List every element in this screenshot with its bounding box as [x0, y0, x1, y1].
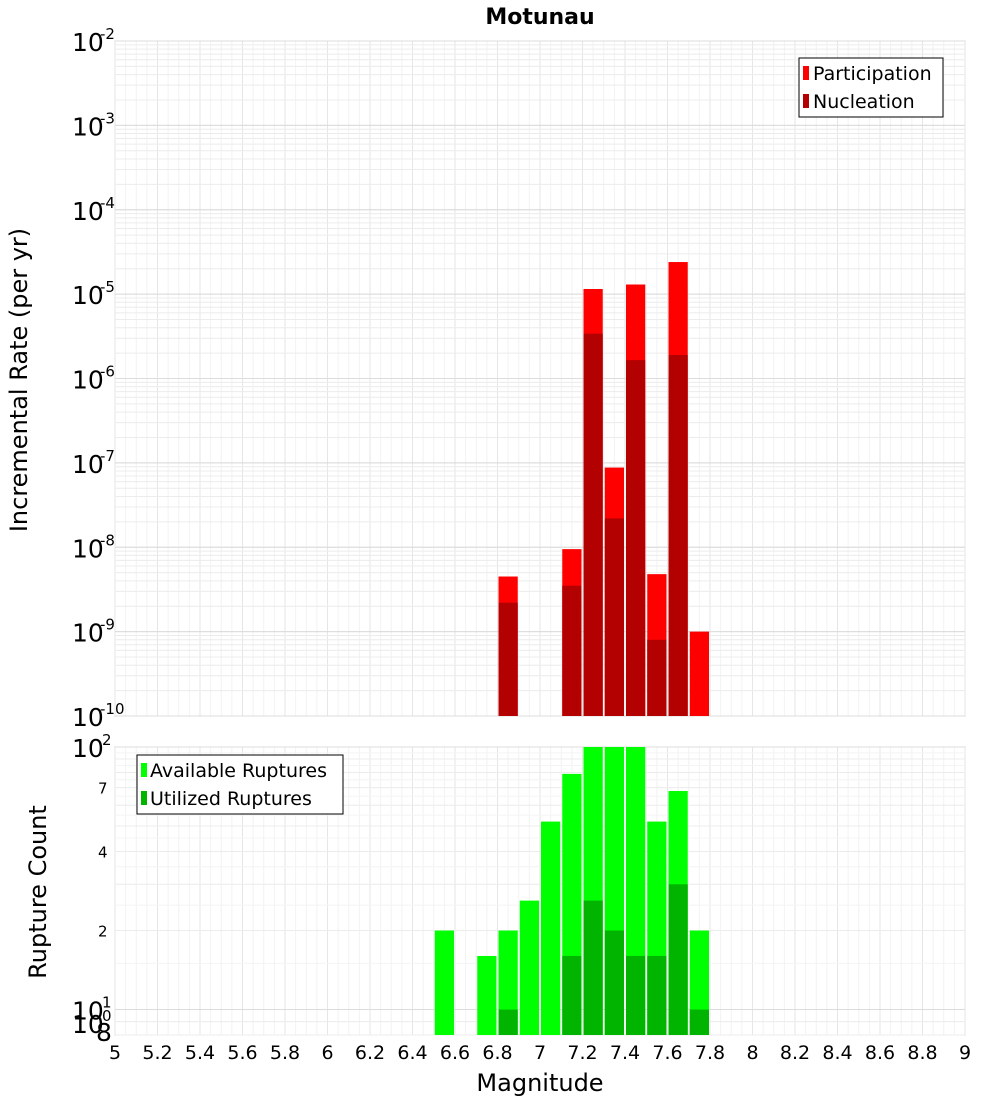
x-tick-label: 6.6 — [440, 1042, 470, 1064]
x-tick-label: 5.6 — [227, 1042, 257, 1064]
bottom-y-tick-label: 10 — [72, 1010, 104, 1039]
bar-utilized-ruptures — [562, 955, 582, 1035]
x-tick-label: 6.2 — [355, 1042, 385, 1064]
bar-nucleation — [668, 354, 688, 716]
top-y-tick-label: 10 — [72, 703, 104, 732]
legend-swatch-participation — [803, 66, 809, 80]
x-ticks: 5 5.2 5.4 5.6 5.8 6 6.2 6.4 6.6 6.8 7 7.2 7.4 7.6 7.8 8… — [109, 1042, 971, 1064]
bar-utilized-ruptures — [626, 955, 646, 1035]
bottom-y-minor-tick-label: 8 — [96, 1018, 112, 1047]
x-tick-label: 8.4 — [822, 1042, 852, 1064]
x-tick-label: 7 — [534, 1042, 546, 1064]
x-tick-label: 7.2 — [567, 1042, 597, 1064]
x-tick-label: 7.4 — [610, 1042, 640, 1064]
x-tick-label: 5 — [109, 1042, 121, 1064]
legend-swatch-nucleation — [803, 94, 809, 108]
legend-label-nucleation: Nucleation — [813, 91, 915, 113]
bottom-y-tick-exponent: 1 — [102, 994, 112, 1012]
top-y-tick-label: 10 — [72, 112, 104, 141]
top-y-tick-exponent: -3 — [100, 109, 115, 127]
top-y-tick-exponent: -10 — [100, 700, 125, 718]
bottom-bars — [434, 747, 709, 1035]
top-y-tick-exponent: -6 — [100, 363, 115, 381]
x-tick-label: 5.2 — [142, 1042, 172, 1064]
bar-participation — [689, 631, 709, 716]
legend-swatch-utilized — [141, 791, 147, 805]
top-gridlines — [114, 40, 966, 717]
bar-available-ruptures — [689, 930, 709, 1035]
bar-available-ruptures — [541, 821, 561, 1035]
bar-available-ruptures — [519, 900, 539, 1035]
x-axis-label: Magnitude — [476, 1069, 603, 1097]
top-legend-box — [798, 57, 944, 118]
bar-utilized-ruptures — [498, 1009, 518, 1035]
bar-nucleation — [647, 639, 667, 716]
x-tick-label: 6 — [321, 1042, 333, 1064]
x-tick-label: 9 — [959, 1042, 971, 1064]
x-tick-label: 8.8 — [907, 1042, 937, 1064]
x-tick-label: 7.8 — [695, 1042, 725, 1064]
legend-label-available: Available Ruptures — [150, 760, 327, 782]
bar-utilized-ruptures — [668, 884, 688, 1035]
x-tick-label: 6.4 — [397, 1042, 427, 1064]
bottom-y-minor-tick-label: 7 — [98, 780, 108, 798]
bar-nucleation — [626, 360, 646, 716]
bottom-y-minor-tick-label: 2 — [98, 923, 108, 941]
x-tick-label: 7.6 — [652, 1042, 682, 1064]
top-y-tick-exponent: -5 — [100, 278, 115, 296]
bottom-y-minor-tick-label: 4 — [98, 843, 108, 861]
bottom-y-axis-label: Rupture Count — [24, 805, 52, 979]
bar-utilized-ruptures — [583, 900, 603, 1035]
top-y-tick-label: 10 — [72, 28, 104, 57]
bottom-y-tick-label: 10 — [72, 997, 104, 1026]
legend-label-utilized: Utilized Ruptures — [150, 788, 312, 810]
top-y-tick-exponent: -9 — [100, 616, 115, 634]
bar-utilized-ruptures — [689, 1009, 709, 1035]
bar-available-ruptures — [434, 930, 454, 1035]
x-tick-label: 6.8 — [482, 1042, 512, 1064]
bottom-legend-box — [136, 754, 344, 815]
top-y-tick-label: 10 — [72, 281, 104, 310]
bar-available-ruptures — [477, 955, 497, 1035]
top-y-tick-exponent: -4 — [100, 194, 115, 212]
x-tick-label: 8.2 — [780, 1042, 810, 1064]
top-y-tick-label: 10 — [72, 366, 104, 395]
bar-nucleation — [583, 333, 603, 716]
top-y-tick-label: 10 — [72, 197, 104, 226]
top-y-tick-label: 10 — [72, 534, 104, 563]
top-y-tick-label: 10 — [72, 450, 104, 479]
bar-utilized-ruptures — [647, 955, 667, 1035]
bottom-y-tick-label: 10 — [72, 734, 104, 763]
x-tick-label: 8.6 — [865, 1042, 895, 1064]
x-tick-label: 5.4 — [185, 1042, 215, 1064]
bar-nucleation — [604, 518, 624, 716]
top-y-tick-exponent: -8 — [100, 531, 115, 549]
bottom-y-tick-exponent: 2 — [102, 731, 112, 749]
bar-utilized-ruptures — [604, 930, 624, 1035]
x-tick-label: 8 — [746, 1042, 758, 1064]
top-y-tick-exponent: -2 — [100, 25, 115, 43]
chart-title: Motunau — [485, 5, 594, 30]
top-bars — [498, 262, 709, 716]
bottom-y-tick-exponent: 0 — [102, 1007, 112, 1025]
top-y-tick-exponent: -7 — [100, 447, 115, 465]
top-y-tick-label: 10 — [72, 619, 104, 648]
legend-label-participation: Participation — [813, 63, 932, 85]
top-legend: Participation Nucleation — [798, 57, 944, 118]
bar-available-ruptures — [498, 930, 518, 1035]
top-y-axis-label: Incremental Rate (per yr) — [5, 228, 33, 532]
bar-nucleation — [498, 602, 518, 716]
legend-swatch-available — [141, 763, 147, 777]
bar-nucleation — [562, 585, 582, 716]
x-tick-label: 5.8 — [270, 1042, 300, 1064]
bottom-legend: Available Ruptures Utilized Ruptures — [136, 754, 344, 815]
